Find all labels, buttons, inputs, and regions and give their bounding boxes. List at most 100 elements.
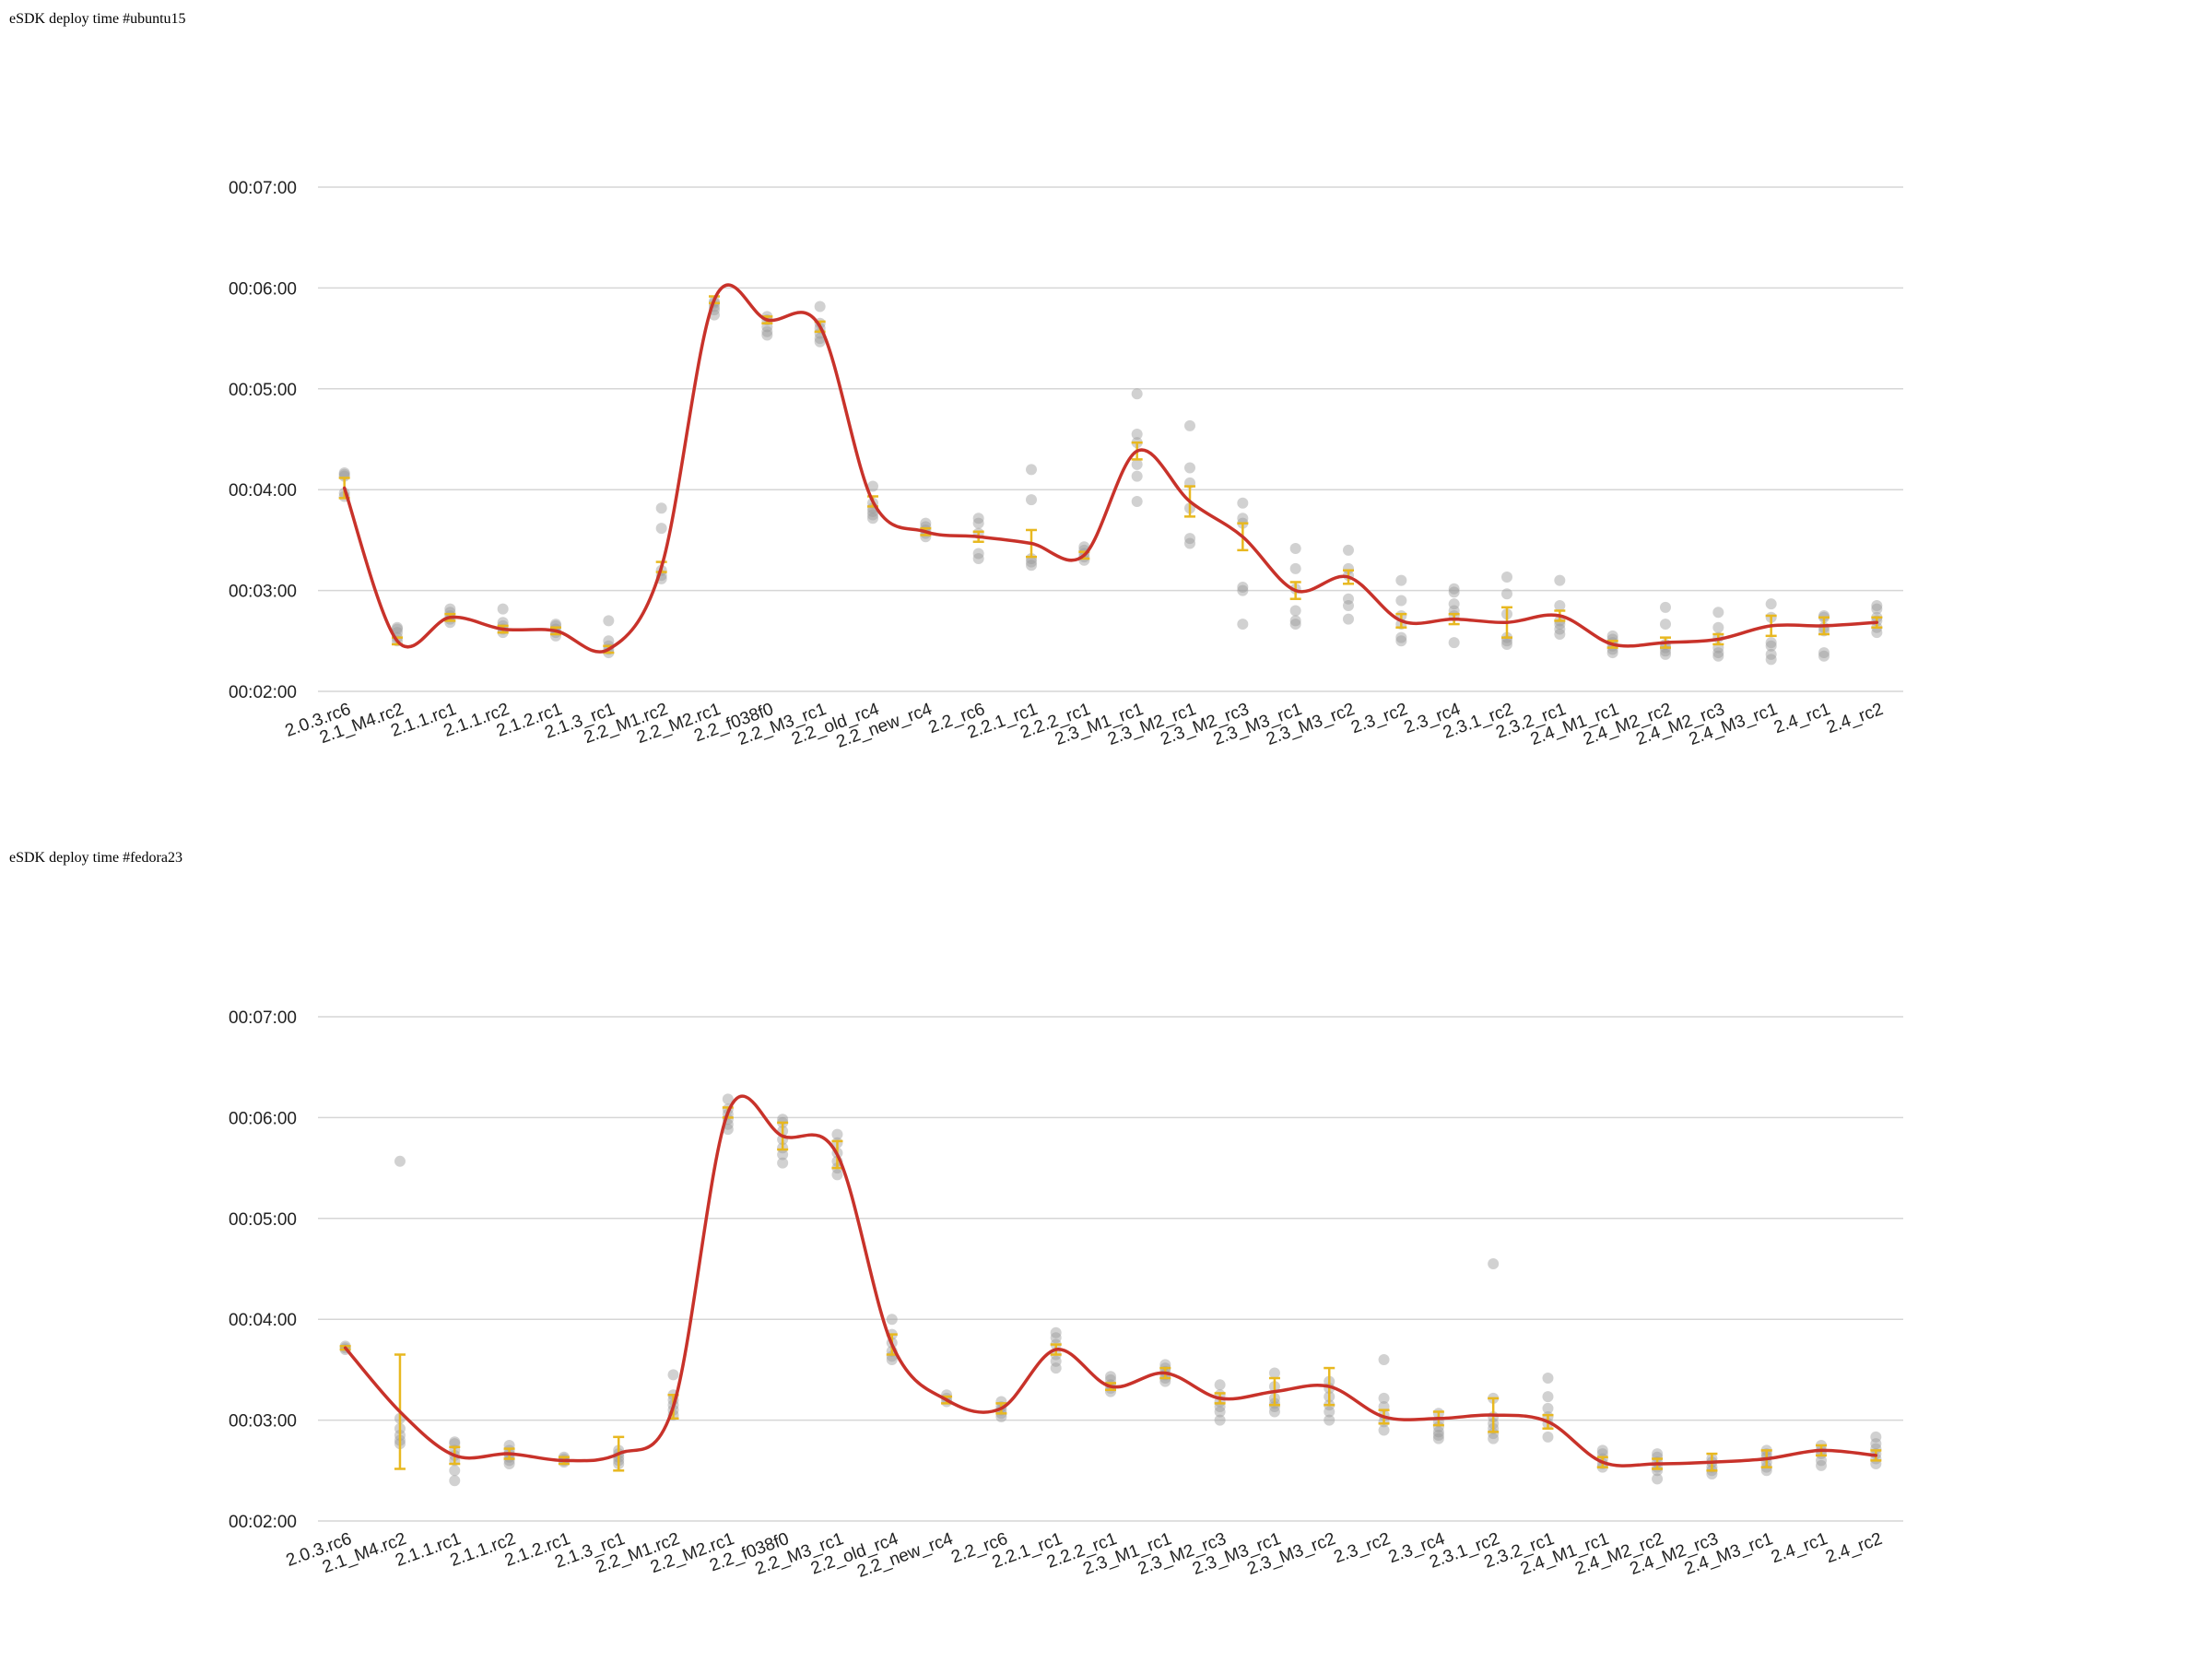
- x-tick-label: 2.4_rc2: [1823, 1529, 1885, 1567]
- mean-line: [342, 283, 1879, 654]
- data-point: [338, 466, 350, 478]
- data-point: [1395, 631, 1407, 643]
- data-point: [920, 517, 932, 529]
- data-point: [1184, 533, 1195, 545]
- data-point: [1554, 600, 1566, 612]
- data-point: [1818, 650, 1830, 662]
- y-tick-label: 00:02:00: [229, 683, 297, 702]
- data-point: [1542, 1391, 1554, 1403]
- data-point: [655, 523, 667, 535]
- data-point: [1818, 647, 1830, 659]
- data-point: [1712, 650, 1724, 662]
- data-point: [1395, 595, 1407, 607]
- data-point: [1501, 638, 1512, 650]
- data-point: [394, 1155, 406, 1167]
- data-point: [1214, 1414, 1226, 1426]
- data-point: [972, 513, 984, 525]
- y-tick-label: 00:07:00: [229, 179, 297, 198]
- y-tick-label: 00:04:00: [229, 1311, 297, 1330]
- data-point: [1712, 647, 1724, 659]
- x-tick-label: 2.4_rc1: [1771, 700, 1833, 737]
- data-point: [1050, 1362, 1062, 1374]
- data-point: [1501, 572, 1512, 584]
- data-point: [1652, 1473, 1664, 1485]
- data-point: [1289, 615, 1301, 627]
- data-point: [1870, 1431, 1882, 1443]
- data-point: [1488, 1432, 1500, 1444]
- data-point: [972, 548, 984, 560]
- data-point: [886, 1314, 898, 1326]
- data-point: [1660, 619, 1671, 631]
- data-point: [1765, 598, 1777, 610]
- data-point: [722, 1093, 734, 1105]
- x-tick-label: 2.3_rc2: [1348, 700, 1410, 737]
- chart-title-fedora23: eSDK deploy time #fedora23: [9, 850, 182, 866]
- data-point: [867, 509, 878, 521]
- data-point: [1289, 619, 1301, 631]
- data-point: [814, 301, 826, 312]
- data-point: [1184, 419, 1195, 431]
- data-point: [1816, 1459, 1828, 1471]
- data-point: [1343, 544, 1354, 556]
- data-point: [1378, 1424, 1390, 1436]
- chart-title-ubuntu15: eSDK deploy time #ubuntu15: [9, 11, 186, 27]
- data-point: [777, 1149, 789, 1161]
- data-point: [392, 621, 403, 633]
- data-point: [1712, 621, 1724, 633]
- data-point: [1343, 600, 1354, 612]
- data-point: [1448, 586, 1460, 598]
- data-point: [886, 1353, 898, 1365]
- data-point: [449, 1465, 461, 1477]
- data-point: [1542, 1373, 1554, 1385]
- deploy-time-chart-fedora23: 00:02:00 00:03:00 00:04:00 00:05:00 00:06:00…: [229, 1008, 1903, 1582]
- data-point: [1184, 462, 1195, 474]
- y-tick-label: 00:03:00: [229, 583, 297, 602]
- data-point: [831, 1169, 843, 1181]
- data-point: [1050, 1355, 1062, 1367]
- data-point: [1765, 640, 1777, 652]
- data-point: [1871, 600, 1883, 612]
- data-point: [1432, 1430, 1444, 1442]
- data-point: [1554, 629, 1566, 641]
- data-point: [1050, 1332, 1062, 1344]
- data-point: [1289, 543, 1301, 555]
- data-point: [814, 336, 826, 348]
- data-point: [1026, 556, 1037, 568]
- data-point: [1448, 637, 1460, 649]
- data-point: [449, 1436, 461, 1448]
- data-point: [1184, 537, 1195, 549]
- data-point: [1289, 562, 1301, 574]
- data-point: [1131, 495, 1143, 507]
- data-point: [1268, 1406, 1280, 1418]
- data-point: [1652, 1448, 1664, 1460]
- data-point: [1378, 1353, 1390, 1365]
- x-tick-label: 2.4_rc2: [1824, 700, 1886, 737]
- data-point: [1712, 607, 1724, 619]
- data-point: [1395, 635, 1407, 647]
- data-point: [603, 635, 615, 647]
- data-point: [1501, 588, 1512, 600]
- data-point: [392, 623, 403, 635]
- data-point: [1324, 1406, 1335, 1418]
- data-point: [831, 1128, 843, 1140]
- data-point: [1871, 627, 1883, 639]
- data-point: [444, 603, 456, 615]
- data-point: [1542, 1402, 1554, 1414]
- data-point: [1237, 513, 1249, 525]
- data-point: [972, 517, 984, 529]
- y-tick-label: 00:07:00: [229, 1008, 297, 1028]
- data-point: [1448, 598, 1460, 610]
- data-point: [449, 1475, 461, 1487]
- data-point: [1050, 1326, 1062, 1338]
- data-point: [667, 1369, 679, 1381]
- x-tick-label: 2.3_rc2: [1332, 1529, 1394, 1567]
- data-point: [1105, 1371, 1116, 1383]
- data-point: [1596, 1444, 1608, 1456]
- data-point: [1289, 605, 1301, 617]
- data-point: [1324, 1414, 1335, 1426]
- data-point: [1237, 497, 1249, 509]
- y-tick-label: 00:06:00: [229, 1109, 297, 1128]
- data-point: [1026, 494, 1037, 506]
- data-point: [1214, 1406, 1226, 1418]
- data-point: [1554, 574, 1566, 586]
